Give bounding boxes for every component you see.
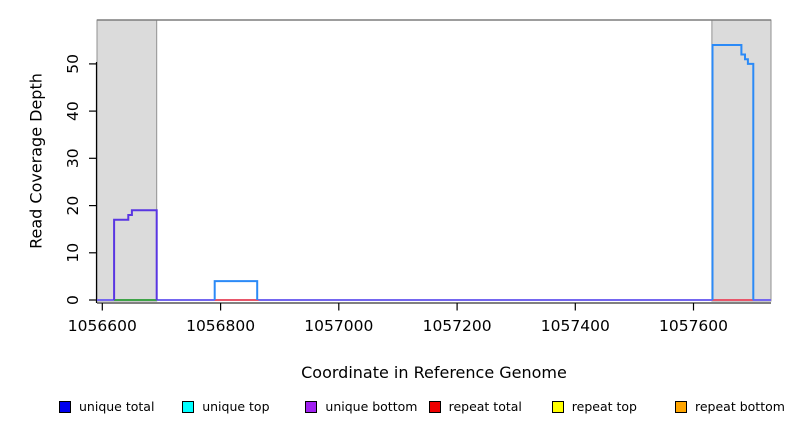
y-tick-label: 40 [64, 101, 82, 121]
legend-swatch-icon [182, 401, 195, 413]
legend-item-repeat-top: repeat top [551, 399, 637, 414]
x-tick-label: 1056600 [68, 317, 137, 335]
legend-item-repeat-total: repeat total [428, 399, 522, 414]
legend-swatch-icon [551, 401, 564, 413]
legend-label: unique top [202, 399, 270, 414]
x-tick-label: 1057200 [423, 317, 492, 335]
series-unique-total-small-peak [213, 280, 259, 300]
legend-swatch-icon [428, 401, 441, 413]
x-tick-label: 1057400 [541, 317, 610, 335]
legend-swatch-icon [305, 401, 318, 413]
y-tick-label: 30 [64, 148, 82, 168]
x-tick-label: 1056800 [186, 317, 255, 335]
y-tick-label: 10 [64, 243, 82, 263]
highlight-region [96, 19, 158, 302]
y-tick-label: 0 [64, 295, 82, 305]
highlight-region [711, 19, 772, 302]
y-axis-title: Read Coverage Depth [26, 73, 46, 249]
series-unique-total-right-peak [711, 44, 755, 300]
legend-label: unique total [79, 399, 155, 414]
y-tick-label: 20 [64, 196, 82, 216]
series-unique-bottom-left-peak [113, 209, 158, 300]
coverage-plot-canvas: 1056600 1056800 1057000 1057200 1057400 10576… [64, 19, 772, 335]
legend-item-unique-top: unique top [182, 399, 270, 414]
legend-item-unique-bottom: unique bottom [305, 399, 418, 414]
legend-label: repeat top [571, 399, 637, 414]
x-axis-title: Coordinate in Reference Genome [301, 363, 567, 382]
legend-swatch-icon [675, 401, 687, 413]
legend-label: unique bottom [325, 399, 418, 414]
legend-label: repeat bottom [695, 399, 785, 414]
legend-item-repeat-bottom: repeat bottom [675, 399, 785, 414]
x-tick-label: 1057600 [659, 317, 728, 335]
y-tick-label: 50 [64, 54, 82, 74]
legend-swatch-icon [59, 401, 71, 413]
legend-item-unique-total: unique total [59, 399, 155, 414]
x-tick-label: 1057000 [304, 317, 373, 335]
legend-label: repeat total [448, 399, 522, 414]
